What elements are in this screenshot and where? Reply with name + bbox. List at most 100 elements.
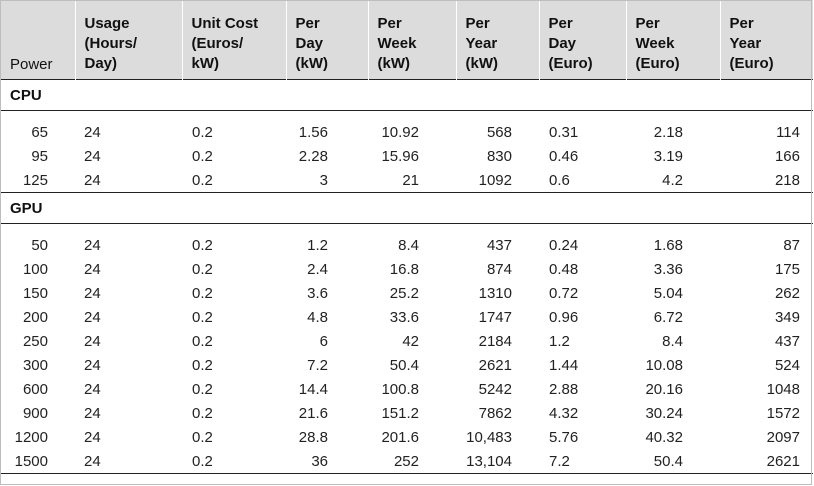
table-cell: 0.31: [549, 123, 579, 141]
table-cell: 0.2: [192, 147, 213, 165]
table-body: CPU 65 24 0.2 1.56 10.92 568 0.31 2.18 114 95 24 0.2…: [1, 79, 813, 474]
table-cell: 0.2: [192, 308, 213, 326]
table-cell: 125: [22, 171, 48, 189]
table-header: Power Usage (Hours/ Day) Unit Cost (Euros/…: [1, 0, 813, 80]
column-header: Per Day (Euro): [538, 0, 626, 80]
table-cell: 600: [22, 380, 48, 398]
table-cell: 3: [319, 171, 328, 189]
table-cell: 252: [368, 449, 456, 474]
table-cell: 33.6: [389, 308, 419, 326]
table-cell: 7862: [478, 404, 512, 422]
table-cell: 1572: [766, 404, 800, 422]
table-cell: 24: [84, 404, 101, 422]
table-row: 95 24 0.2 2.28 15.96 830 0.46 3.19 166: [1, 144, 813, 168]
table-cell: 50.4: [626, 449, 720, 474]
table-row: 250 24 0.2 6 42 2184 1.2 8.4 437: [1, 329, 813, 353]
table-cell: 0.2: [192, 380, 213, 398]
table-cell: 114: [776, 123, 800, 141]
table-cell: 4.2: [662, 171, 683, 189]
table-row: 65 24 0.2 1.56 10.92 568 0.31 2.18 114: [1, 120, 813, 144]
spacer-row: [1, 224, 813, 234]
table-cell: 5.04: [653, 284, 683, 302]
table-cell: 0.72: [549, 284, 579, 302]
table-row: 100 24 0.2 2.4 16.8 874 0.48 3.36 175: [1, 257, 813, 281]
table-cell: 8.4: [398, 236, 419, 254]
table-cell: 218: [774, 171, 800, 189]
table-cell: 10.08: [645, 356, 683, 374]
table-cell: 3.19: [653, 147, 683, 165]
table-cell: 5242: [478, 380, 512, 398]
column-header: Per Week (kW): [367, 0, 456, 80]
table-cell: 24: [84, 284, 101, 302]
table-cell: 0.2: [192, 171, 213, 189]
table-cell: 0.96: [549, 308, 579, 326]
table-cell: 2184: [478, 332, 512, 350]
table-cell: 0.2: [192, 428, 213, 446]
table-cell: 24: [84, 428, 101, 446]
table-row: 1200 24 0.2 28.8 201.6 10,483 5.76 40.32 2097: [1, 425, 813, 449]
table-cell: 24: [75, 449, 182, 474]
table-row: 600 24 0.2 14.4 100.8 5242 2.88 20.16 1048: [1, 377, 813, 401]
table-cell: 900: [22, 404, 48, 422]
table-cell: 10,483: [466, 428, 512, 446]
table-cell: 250: [22, 332, 48, 350]
table-cell: 21: [402, 171, 419, 189]
table-cell: 24: [84, 380, 101, 398]
table-cell: 95: [31, 147, 48, 165]
table-cell: 437: [486, 236, 512, 254]
table-cell: 65: [31, 123, 48, 141]
table-cell: 100: [22, 260, 48, 278]
table-cell: 20.16: [645, 380, 683, 398]
table-cell: 28.8: [298, 428, 328, 446]
table-row: 1500 24 0.2 36 252 13,104 7.2 50.4 2621: [1, 449, 813, 474]
table-cell: 200: [22, 308, 48, 326]
table-cell: 10.92: [381, 123, 419, 141]
table-cell: 24: [84, 123, 101, 141]
table-row: 200 24 0.2 4.8 33.6 1747 0.96 6.72 349: [1, 305, 813, 329]
table-cell: 0.48: [549, 260, 579, 278]
table-cell: 14.4: [298, 380, 328, 398]
table-cell: 175: [774, 260, 800, 278]
header-row: Power Usage (Hours/ Day) Unit Cost (Euros/…: [1, 0, 813, 80]
table-cell: 100.8: [381, 380, 419, 398]
table-cell: 300: [22, 356, 48, 374]
table-cell: 7.2: [307, 356, 328, 374]
table-cell: 2097: [766, 428, 800, 446]
table-cell: 0.2: [192, 260, 213, 278]
table-cell: 40.32: [645, 428, 683, 446]
column-header: Usage (Hours/ Day): [74, 0, 182, 80]
table-cell: 24: [84, 332, 101, 350]
table-cell: 1048: [766, 380, 800, 398]
table-cell: 0.46: [549, 147, 579, 165]
table-cell: 0.24: [549, 236, 579, 254]
table-cell: 50: [31, 236, 48, 254]
table-cell: 13,104: [456, 449, 539, 474]
table-cell: 16.8: [389, 260, 419, 278]
table-cell: 50.4: [389, 356, 419, 374]
table-cell: 437: [774, 332, 800, 350]
table-cell: 1.2: [549, 332, 570, 350]
group-header-row: CPU: [1, 79, 813, 111]
table-cell: 1200: [14, 428, 48, 446]
table-cell: 150: [22, 284, 48, 302]
table-cell: 1092: [478, 171, 512, 189]
table-cell: 24: [84, 260, 101, 278]
table-cell: 24: [84, 147, 101, 165]
table-cell: 2.4: [307, 260, 328, 278]
table-cell: 0.2: [192, 284, 213, 302]
table-row: 50 24 0.2 1.2 8.4 437 0.24 1.68 87: [1, 233, 813, 257]
column-header: Unit Cost (Euros/ kW): [181, 0, 286, 80]
table-cell: 2.18: [653, 123, 683, 141]
table-cell: 6.72: [653, 308, 683, 326]
table-cell: 0.2: [192, 123, 213, 141]
table-cell: 0.2: [192, 356, 213, 374]
table-cell: 1500: [1, 449, 75, 474]
table-cell: 3.36: [653, 260, 683, 278]
table-cell: 0.2: [192, 332, 213, 350]
table-row: 125 24 0.2 3 21 1092 0.6 4.2 218: [1, 168, 813, 193]
table-cell: 42: [402, 332, 419, 350]
table-cell: 0.2: [192, 404, 213, 422]
column-header: Per Day (kW): [285, 0, 368, 80]
table-cell: 201.6: [381, 428, 419, 446]
table-cell: 36: [286, 449, 368, 474]
